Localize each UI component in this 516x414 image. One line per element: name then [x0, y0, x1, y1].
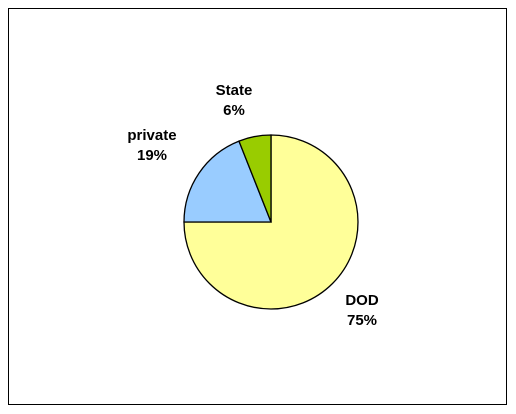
pie-slice-state — [238, 134, 272, 223]
slice-label-dod: DOD — [345, 292, 379, 309]
slice-label-private: private — [127, 127, 176, 144]
slice-percent-state: 6% — [223, 102, 245, 119]
slice-percent-private: 19% — [137, 147, 167, 164]
slice-percent-dod: 75% — [347, 312, 377, 329]
pie-slice-dod — [183, 134, 359, 310]
slice-label-state: State — [216, 82, 253, 99]
pie-slice-private — [183, 140, 272, 223]
